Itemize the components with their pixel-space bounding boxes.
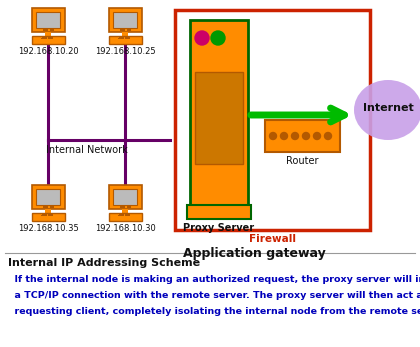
Bar xyxy=(118,215,120,216)
Text: 192.168.10.20: 192.168.10.20 xyxy=(18,47,78,56)
Bar xyxy=(36,189,60,205)
Bar xyxy=(190,20,248,205)
Bar xyxy=(45,209,51,213)
Text: Router: Router xyxy=(286,156,319,166)
Bar xyxy=(50,29,54,31)
Text: 192.168.10.35: 192.168.10.35 xyxy=(18,224,79,233)
Ellipse shape xyxy=(354,80,420,140)
Bar xyxy=(120,29,125,31)
Circle shape xyxy=(325,133,331,139)
Bar xyxy=(41,215,42,216)
Bar xyxy=(118,38,120,39)
Bar xyxy=(113,189,137,205)
Circle shape xyxy=(313,133,320,139)
Bar xyxy=(120,206,125,208)
Bar xyxy=(32,185,65,209)
Text: If the internal node is making an authorized request, the proxy server will init: If the internal node is making an author… xyxy=(8,275,420,284)
Bar xyxy=(32,212,65,221)
Bar xyxy=(36,12,60,28)
Bar xyxy=(42,37,47,39)
Bar xyxy=(43,206,47,208)
Text: a TCP/IP connection with the remote server. The proxy server will then act as th: a TCP/IP connection with the remote serv… xyxy=(8,291,420,300)
Bar xyxy=(32,8,65,32)
Text: 192.168.10.30: 192.168.10.30 xyxy=(94,224,155,233)
Bar xyxy=(265,120,340,152)
Text: Internal IP Addressing Scheme: Internal IP Addressing Scheme xyxy=(8,258,200,268)
Text: Internet: Internet xyxy=(362,103,413,113)
Bar xyxy=(119,214,123,215)
Circle shape xyxy=(195,31,209,45)
Bar xyxy=(122,32,128,36)
Bar xyxy=(126,214,130,215)
Circle shape xyxy=(302,133,310,139)
Bar xyxy=(42,214,47,215)
Bar xyxy=(119,37,123,39)
Text: Proxy Server: Proxy Server xyxy=(184,223,255,233)
Bar xyxy=(108,185,142,209)
Text: requesting client, completely isolating the internal node from the remote server: requesting client, completely isolating … xyxy=(8,307,420,316)
Bar xyxy=(108,212,142,221)
Bar xyxy=(122,209,128,213)
Bar xyxy=(32,35,65,44)
Circle shape xyxy=(281,133,288,139)
Text: Application gateway: Application gateway xyxy=(183,247,326,260)
Bar xyxy=(113,12,137,28)
Bar xyxy=(195,72,243,164)
Bar xyxy=(48,214,53,215)
Bar xyxy=(108,8,142,32)
Bar xyxy=(50,206,54,208)
Circle shape xyxy=(291,133,299,139)
Text: 192.168.10.25: 192.168.10.25 xyxy=(94,47,155,56)
Text: Firewall: Firewall xyxy=(249,234,296,244)
Text: Internal Network: Internal Network xyxy=(46,145,128,155)
Bar xyxy=(126,37,130,39)
Bar xyxy=(45,32,51,36)
Bar xyxy=(48,37,53,39)
Bar xyxy=(41,38,42,39)
Bar xyxy=(127,206,131,208)
Bar xyxy=(187,205,251,219)
Bar xyxy=(43,29,47,31)
Bar xyxy=(127,29,131,31)
Bar xyxy=(108,35,142,44)
Bar xyxy=(175,10,370,230)
Circle shape xyxy=(211,31,225,45)
Circle shape xyxy=(270,133,276,139)
